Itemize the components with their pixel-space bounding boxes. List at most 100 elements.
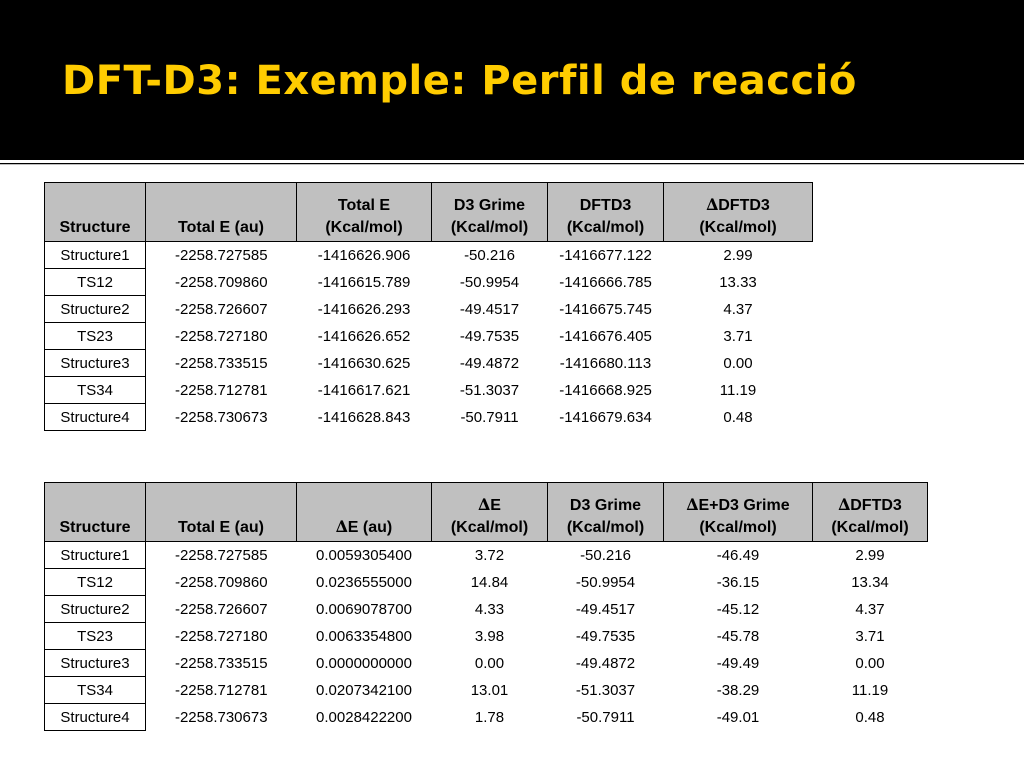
table-row: Structure1 -2258.727585 -1416626.906 -50.21…: [44, 241, 813, 269]
header-total-e-au: Total E (au): [145, 182, 297, 242]
value-cell: -1416675.745: [559, 300, 652, 318]
value-cell: -2258.733515: [174, 354, 268, 372]
header-d3-grime: D3 Grime (Kcal/mol): [431, 182, 548, 242]
value-cell: -50.9954: [575, 573, 636, 591]
value-cell: 13.34: [851, 573, 889, 591]
value-cell: -2258.733515: [174, 654, 268, 672]
header-structure: Structure: [44, 182, 146, 242]
value-cell: -2258.726607: [174, 300, 268, 318]
value-cell: 0.48: [855, 708, 885, 726]
table-row: Structure2 -2258.726607 0.0069078700 4.33 -4…: [44, 595, 928, 623]
table-row: Structure4 -2258.730673 0.0028422200 1.78 -5…: [44, 703, 928, 731]
table-row: TS23 -2258.727180 -1416626.652 -49.7535 -141…: [44, 322, 813, 350]
header-delta-e-au: ∆E (au): [296, 482, 432, 542]
table-header-row: Structure Total E (au) Total E (Kcal/mol)…: [44, 182, 813, 242]
value-cell: -49.49: [716, 654, 760, 672]
value-cell: 13.01: [470, 681, 509, 699]
table-row: TS12 -2258.709860 0.0236555000 14.84 -50.995…: [44, 568, 928, 596]
value-cell: -2258.727180: [174, 627, 268, 645]
value-cell: 0.0069078700: [316, 600, 412, 618]
value-cell: -49.4517: [459, 300, 520, 318]
structure-cell: Structure3: [44, 349, 146, 377]
energy-table-dftd3: Structure Total E (au) Total E (Kcal/mol)…: [44, 182, 813, 431]
value-cell: 0.0063354800: [316, 627, 412, 645]
value-cell: -1416677.122: [559, 246, 652, 264]
value-cell: 4.33: [474, 600, 505, 618]
structure-cell: Structure1: [44, 541, 146, 569]
header-d3-grime: D3 Grime (Kcal/mol): [547, 482, 664, 542]
value-cell: -1416666.785: [559, 273, 652, 291]
header-delta-e-kcal: ∆E (Kcal/mol): [431, 482, 548, 542]
structure-cell: Structure3: [44, 649, 146, 677]
header-structure: Structure: [44, 482, 146, 542]
value-cell: -1416676.405: [559, 327, 652, 345]
value-cell: 0.00: [723, 354, 753, 372]
value-cell: -51.3037: [575, 681, 636, 699]
structure-cell: TS23: [44, 622, 146, 650]
value-cell: -1416615.789: [317, 273, 411, 291]
value-cell: -1416626.906: [317, 246, 411, 264]
slide-content: Structure Total E (au) Total E (Kcal/mol)…: [0, 165, 1024, 768]
value-cell: 2.99: [723, 246, 753, 264]
value-cell: 0.48: [723, 408, 753, 426]
value-cell: -2258.730673: [174, 408, 268, 426]
value-cell: 14.84: [470, 573, 509, 591]
value-cell: 2.99: [855, 546, 885, 564]
structure-cell: Structure4: [44, 403, 146, 431]
value-cell: -49.4872: [575, 654, 636, 672]
value-cell: -1416680.113: [559, 354, 652, 372]
value-cell: -49.4517: [575, 600, 636, 618]
value-cell: 0.0207342100: [316, 681, 412, 699]
header-delta-e-d3-grime: ∆E+D3 Grime (Kcal/mol): [663, 482, 813, 542]
value-cell: 0.0000000000: [316, 654, 412, 672]
structure-cell: TS12: [44, 568, 146, 596]
value-cell: -49.01: [716, 708, 760, 726]
table-row: TS34 -2258.712781 0.0207342100 13.01 -51.303…: [44, 676, 928, 704]
header-delta-dftd3: ∆DFTD3 (Kcal/mol): [812, 482, 928, 542]
value-cell: 3.71: [855, 627, 885, 645]
table-header-row: Structure Total E (au) ∆E (au) ∆E (Kcal/m…: [44, 482, 928, 542]
value-cell: -46.49: [716, 546, 760, 564]
value-cell: -50.216: [464, 246, 515, 264]
value-cell: -2258.727585: [174, 246, 268, 264]
title-bar: DFT-D3: Exemple: Perfil de reacció: [0, 0, 1024, 158]
delta-symbol: ∆: [686, 495, 699, 514]
value-cell: -1416628.843: [317, 408, 411, 426]
table-row: TS23 -2258.727180 0.0063354800 3.98 -49.7535…: [44, 622, 928, 650]
value-cell: -36.15: [716, 573, 760, 591]
table-row: Structure3 -2258.733515 0.0000000000 0.00 -4…: [44, 649, 928, 677]
value-cell: -1416626.652: [317, 327, 411, 345]
value-cell: 0.0028422200: [316, 708, 412, 726]
value-cell: 0.00: [855, 654, 885, 672]
value-cell: -49.4872: [459, 354, 520, 372]
value-cell: 4.37: [723, 300, 753, 318]
divider: [0, 160, 1024, 163]
header-total-e-au: Total E (au): [145, 482, 297, 542]
table-row: Structure1 -2258.727585 0.0059305400 3.72 -5…: [44, 541, 928, 569]
structure-cell: TS34: [44, 376, 146, 404]
value-cell: 3.71: [723, 327, 753, 345]
value-cell: -50.7911: [576, 708, 635, 726]
table-row: Structure4 -2258.730673 -1416628.843 -50.79…: [44, 403, 813, 431]
slide-title: DFT-D3: Exemple: Perfil de reacció: [62, 58, 857, 104]
value-cell: -2258.727180: [174, 327, 268, 345]
value-cell: 0.0236555000: [316, 573, 412, 591]
value-cell: -2258.726607: [174, 600, 268, 618]
value-cell: -1416679.634: [559, 408, 652, 426]
value-cell: -1416626.293: [317, 300, 411, 318]
value-cell: -2258.727585: [174, 546, 268, 564]
header-dftd3: DFTD3 (Kcal/mol): [547, 182, 664, 242]
value-cell: -50.7911: [460, 408, 519, 426]
value-cell: -2258.730673: [174, 708, 268, 726]
value-cell: -1416668.925: [559, 381, 652, 399]
value-cell: -2258.712781: [174, 681, 268, 699]
value-cell: -2258.709860: [174, 273, 268, 291]
value-cell: -51.3037: [459, 381, 520, 399]
value-cell: 0.0059305400: [316, 546, 412, 564]
header-total-e-kcal: Total E (Kcal/mol): [296, 182, 432, 242]
value-cell: -50.9954: [459, 273, 520, 291]
value-cell: -2258.712781: [174, 381, 268, 399]
structure-cell: Structure4: [44, 703, 146, 731]
table-row: Structure2 -2258.726607 -1416626.293 -49.45…: [44, 295, 813, 323]
structure-cell: TS34: [44, 676, 146, 704]
